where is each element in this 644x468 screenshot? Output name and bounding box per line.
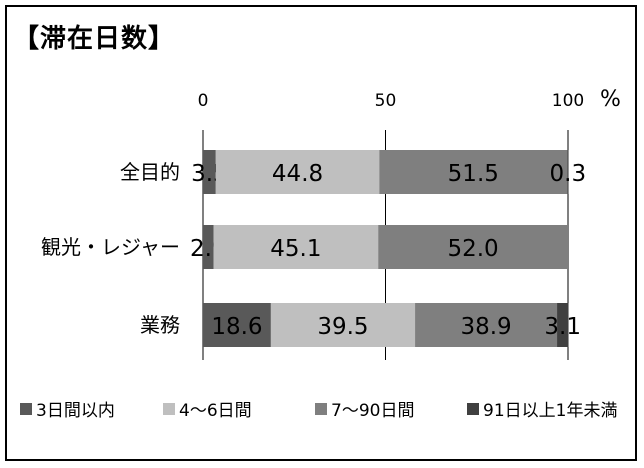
x-unit-label: %: [600, 87, 621, 112]
category-label: 全目的: [120, 160, 180, 184]
bar-segment: [213, 225, 379, 269]
legend: 3日間以内 4～6日間 7～90日間 91日以上1年未満: [20, 401, 617, 421]
value-label: 44.8: [272, 161, 323, 187]
legend-label: 3日間以内: [36, 401, 115, 421]
bar-segment: [203, 150, 216, 194]
chart-title: 【滞在日数】: [13, 24, 176, 54]
value-label: 45.1: [270, 236, 321, 262]
value-label: 3.1: [544, 314, 581, 340]
legend-swatch: [315, 403, 327, 415]
category-label: 業務: [140, 313, 180, 337]
legend-label: 7～90日間: [331, 401, 414, 421]
value-label: 51.5: [448, 161, 499, 187]
legend-label: 91日以上1年未満: [483, 401, 617, 421]
legend-swatch: [20, 403, 32, 415]
bar-segment: [379, 150, 568, 194]
bars: 3.5 44.8 51.5 0.32.9 45.1 52.018.6 39.5 38.9 3.1: [190, 150, 586, 347]
bar-segment: [567, 150, 569, 194]
x-tick-label: 100: [552, 91, 584, 111]
bar-segment: [203, 225, 214, 269]
bar-segment: [557, 303, 569, 347]
x-tick-label: 50: [375, 91, 397, 111]
x-tick-label: 0: [198, 91, 209, 111]
value-label: 39.5: [317, 314, 368, 340]
legend-swatch: [163, 403, 175, 415]
bar-segment: [215, 150, 380, 194]
value-label: 38.9: [460, 314, 511, 340]
bar-segment: [203, 303, 271, 347]
value-label: 18.6: [211, 314, 262, 340]
legend-swatch: [467, 403, 479, 415]
category-label: 観光・レジャー: [41, 235, 180, 259]
value-label: 52.0: [447, 236, 498, 262]
bar-segment: [415, 303, 558, 347]
legend-label: 4～6日間: [179, 401, 252, 421]
value-label: 0.3: [550, 161, 587, 187]
bar-segment: [378, 225, 568, 269]
bar-segment: [270, 303, 416, 347]
x-axis: 0 50 100%: [198, 87, 621, 112]
